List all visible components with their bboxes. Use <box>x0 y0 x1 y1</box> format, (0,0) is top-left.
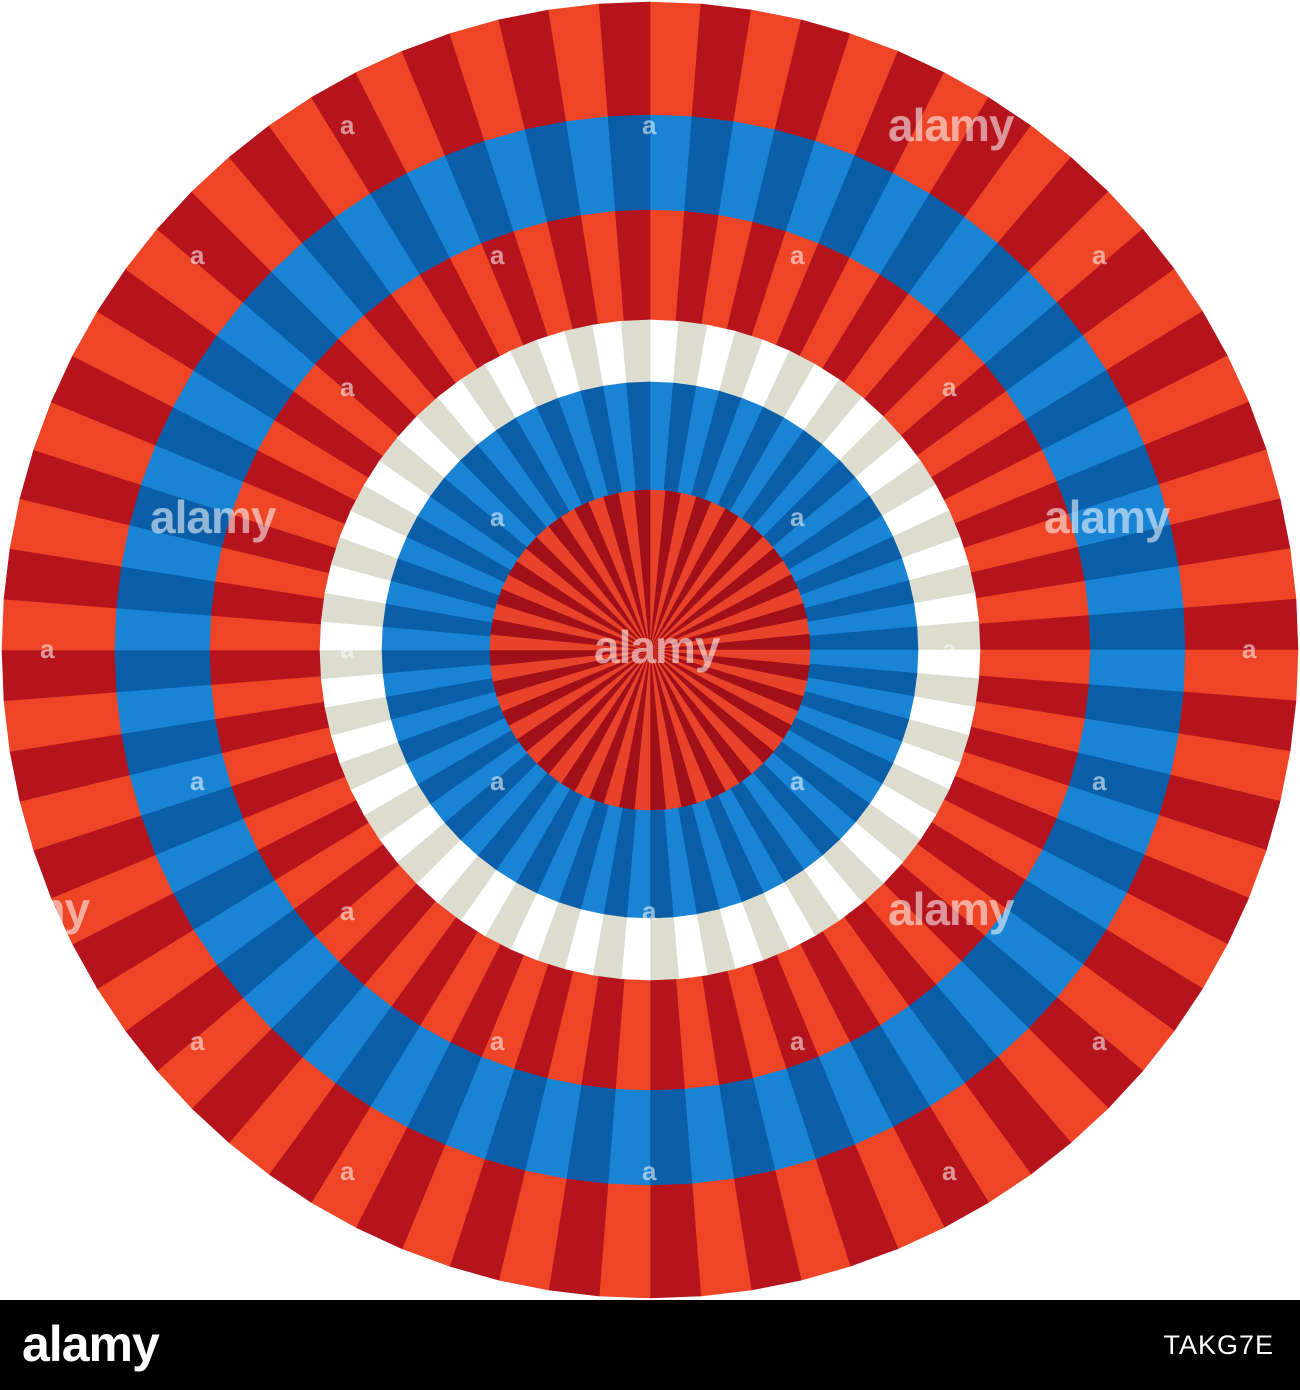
pleat-segment <box>607 114 651 212</box>
pleat-segment <box>620 319 651 384</box>
rosette-rings <box>1 1 1299 1299</box>
white-ring <box>319 319 981 981</box>
pleat-segment <box>319 649 384 680</box>
pleat-segment <box>649 1183 702 1299</box>
blue-outer-ring <box>114 114 1186 1186</box>
stock-footer-bar: alamy TAKG7E <box>0 1300 1300 1390</box>
pleat-segment <box>1183 598 1299 651</box>
pleat-segment <box>598 1 651 117</box>
alamy-logo: alamy <box>22 1316 160 1372</box>
pleat-segment <box>1 649 117 702</box>
pleat-segment <box>916 620 981 651</box>
rosette-graphic <box>1 1 1299 1299</box>
rosette-image: a a alamy a a a a a a alamy a a alamy a … <box>0 0 1300 1300</box>
blue-inner-ring <box>381 381 919 919</box>
pleat-segment <box>649 916 680 981</box>
pleat-segment <box>649 1088 693 1186</box>
red-center <box>489 489 811 811</box>
pleat-segment <box>1088 607 1186 651</box>
image-id-label: TAKG7E <box>1163 1330 1274 1360</box>
pleat-segment <box>114 649 212 693</box>
outer-red-ring <box>1 1 1299 1299</box>
pleat-segment <box>633 489 651 651</box>
